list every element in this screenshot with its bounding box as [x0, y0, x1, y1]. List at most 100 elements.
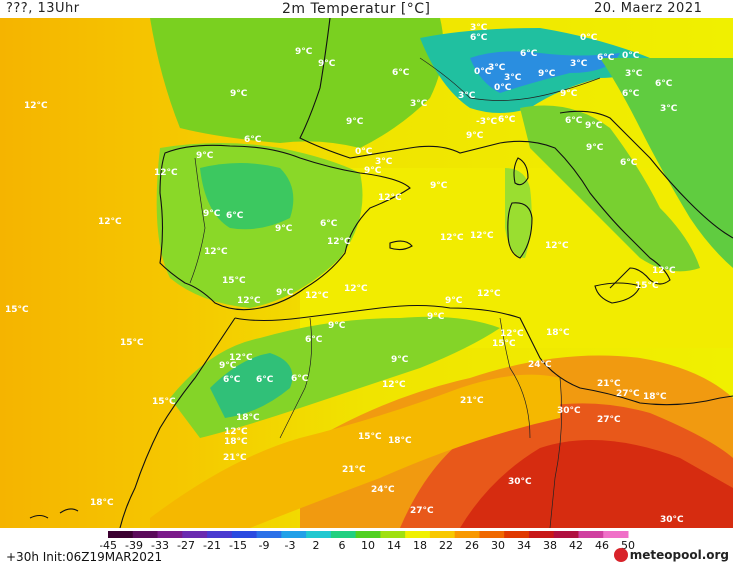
temp-label: 30°C	[557, 406, 581, 416]
temp-label: 12°C	[24, 101, 48, 111]
italy-cool-zone	[520, 105, 700, 272]
temp-label: 0°C	[622, 51, 640, 61]
temp-label: 0°C	[494, 83, 512, 93]
colorbar-cell	[578, 531, 604, 538]
temp-label: 6°C	[655, 79, 673, 89]
temp-label: 15°C	[358, 432, 382, 442]
colorbar-cell	[380, 531, 406, 538]
temp-label: 6°C	[291, 374, 309, 384]
coast-north-africa	[234, 304, 733, 406]
colorbar-tick-label: -39	[125, 539, 143, 551]
temp-label: 9°C	[346, 117, 364, 127]
temp-label: 15°C	[5, 305, 29, 315]
temp-label: 6°C	[470, 33, 488, 43]
temp-label: 3°C	[410, 99, 428, 109]
sardinia-corsica-cool	[505, 168, 532, 258]
temp-label: 9°C	[586, 143, 604, 153]
temp-label: 12°C	[154, 168, 178, 178]
temp-label: 3°C	[470, 23, 488, 33]
coast-canaries	[29, 508, 79, 519]
temp-label: 18°C	[90, 498, 114, 508]
temp-label: 9°C	[560, 89, 578, 99]
temp-label: 12°C	[477, 289, 501, 299]
temp-label: 12°C	[305, 291, 329, 301]
temp-label: 6°C	[392, 68, 410, 78]
temp-label: 6°C	[256, 375, 274, 385]
temp-label: 6°C	[498, 115, 516, 125]
temp-label: 3°C	[375, 157, 393, 167]
temp-label: 3°C	[504, 73, 522, 83]
valid-date: 20. Maerz 2021	[594, 1, 703, 16]
france-cool-zone	[150, 18, 444, 148]
colorbar-tick-label: 34	[517, 539, 531, 551]
logo: meteopool.org	[613, 548, 729, 562]
temp-label: 12°C	[224, 427, 248, 437]
temp-label: 24°C	[528, 360, 552, 370]
temp-label: 12°C	[652, 266, 676, 276]
temp-label: 6°C	[244, 135, 262, 145]
temp-label: 0°C	[474, 67, 492, 77]
borders	[189, 57, 601, 528]
colorbar-cell	[281, 531, 307, 538]
temp-label: 12°C	[229, 353, 253, 363]
temp-label: 21°C	[342, 465, 366, 475]
run-info: +30h Init:06Z19MAR2021	[6, 550, 163, 564]
balkans-cool-zone	[600, 58, 733, 268]
temp-label: 21°C	[223, 453, 247, 463]
temp-label: 6°C	[620, 158, 638, 168]
temp-label: 30°C	[660, 515, 684, 525]
colorbar-cell	[108, 531, 134, 538]
temp-label: 9°C	[430, 181, 448, 191]
colorbar-cell	[429, 531, 456, 538]
temp-label: 9°C	[585, 121, 603, 131]
temp-label: 9°C	[445, 296, 463, 306]
atlas-cold-zone	[210, 353, 293, 418]
map-title: 2m Temperatur [°C]	[282, 1, 431, 17]
temp-label: 9°C	[427, 312, 445, 322]
temp-label: 3°C	[488, 63, 506, 73]
colorbar-cell	[330, 531, 357, 538]
colorbar-tick-label: 46	[595, 539, 609, 551]
temp-label: 9°C	[318, 59, 336, 69]
coast-sardinia	[507, 202, 533, 259]
temp-label: 24°C	[371, 485, 395, 495]
temp-label: 0°C	[580, 33, 598, 43]
colorbar-tick-label: 26	[465, 539, 479, 551]
colorbar-tick-label: 38	[543, 539, 557, 551]
coast-corsica	[513, 157, 529, 186]
coast-sicily	[594, 282, 641, 304]
temperature-map: 3°C 6°C 0°C 6°C 0°C 3°C 6°C 9°C 9°C 6°C …	[0, 18, 733, 528]
coast-morocco-atlantic	[119, 317, 236, 528]
colorbar-cell	[182, 531, 208, 538]
temp-label: 15°C	[492, 339, 516, 349]
header: ???, 13Uhr 2m Temperatur [°C] 20. Maerz …	[0, 0, 733, 18]
temp-label: 6°C	[520, 49, 538, 59]
colorbar-tick-label: -15	[229, 539, 247, 551]
temp-label: 6°C	[226, 211, 244, 221]
colorbar-cell	[306, 531, 332, 538]
temp-label: 9°C	[364, 166, 382, 176]
colorbar-tick-label: 6	[339, 539, 346, 551]
temp-label: 12°C	[98, 217, 122, 227]
temp-label: 0°C	[355, 147, 373, 157]
north-africa-warm-zone	[150, 374, 560, 528]
temp-label: 9°C	[538, 69, 556, 79]
logo-icon	[613, 548, 628, 562]
colorbar-tick-label: 22	[439, 539, 453, 551]
colorbar-cells	[108, 531, 629, 538]
temp-label: 9°C	[295, 47, 313, 57]
temp-label: 12°C	[470, 231, 494, 241]
temp-label: 6°C	[223, 375, 241, 385]
iberia-cold-zone	[200, 163, 294, 230]
sahara-extreme-zone	[460, 440, 733, 528]
footer: -45 -39 -33 -27 -21 -15 -9 -3 2 6 10 14 18 22 26 30 34 38…	[0, 528, 733, 566]
colorbar-cell	[256, 531, 282, 538]
alps-very-cold-zone	[470, 51, 620, 93]
temp-label: 18°C	[388, 436, 412, 446]
temp-label: 9°C	[230, 89, 248, 99]
colorbar-cell	[405, 531, 431, 538]
temp-label: 15°C	[635, 281, 659, 291]
colorbar-cell	[504, 531, 530, 538]
temp-label: 12°C	[382, 380, 406, 390]
colorbar-cell	[454, 531, 480, 538]
